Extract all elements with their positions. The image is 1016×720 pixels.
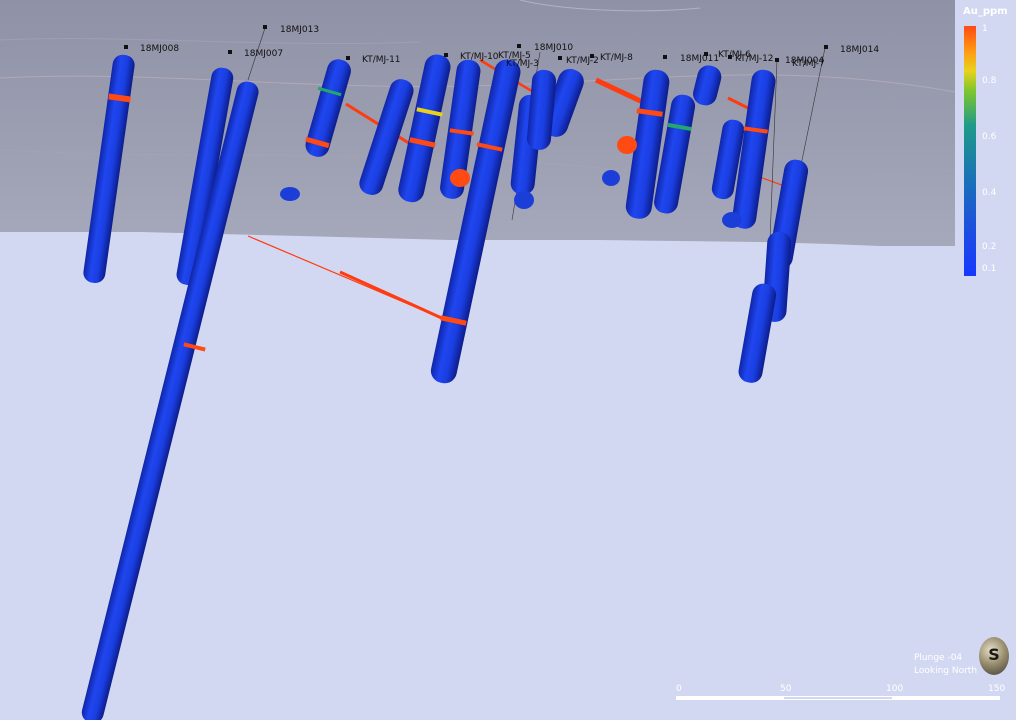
terrain-contour bbox=[519, 0, 701, 12]
label-kt-mj-8: KT/MJ-8 bbox=[600, 53, 633, 63]
label-kt-mj-11: KT/MJ-11 bbox=[362, 55, 401, 65]
legend-tick: 0.6 bbox=[982, 132, 997, 142]
drillhole-kt-mj-5[interactable] bbox=[429, 57, 523, 385]
plunge-text: Plunge -04 bbox=[914, 653, 963, 663]
legend-tick: 0.2 bbox=[982, 242, 997, 252]
drillhole-kt-mj-10[interactable] bbox=[357, 52, 453, 204]
label-18mj007: 18MJ007 bbox=[244, 49, 283, 59]
label-kt-mj-3: KT/MJ-3 bbox=[506, 59, 539, 69]
label-kt-mj-12: KT/MJ-12 bbox=[735, 54, 774, 64]
legend-tick: 0.1 bbox=[982, 264, 997, 274]
drillhole-kt-mj-12[interactable] bbox=[722, 68, 777, 230]
label-kt-mj-10: KT/MJ-10 bbox=[460, 52, 499, 62]
label-18mj004: 18MJ004 bbox=[785, 56, 824, 66]
scale-label: 150 bbox=[988, 684, 1006, 694]
legend-tick: 0.4 bbox=[982, 188, 997, 198]
drillhole-18mj013[interactable] bbox=[80, 79, 261, 720]
label-18mj008: 18MJ008 bbox=[140, 44, 179, 54]
scale-label: 100 bbox=[886, 684, 904, 694]
collar-labels: 18MJ008 18MJ007 18MJ013 KT/MJ-11 KT/MJ-1… bbox=[124, 25, 879, 69]
legend-color-ramp bbox=[964, 26, 976, 276]
scale-segment bbox=[784, 696, 892, 700]
drillhole-18mj014[interactable] bbox=[737, 158, 810, 385]
label-18mj011: 18MJ011 bbox=[680, 54, 719, 64]
drillhole-kt-mj-8[interactable] bbox=[602, 68, 697, 220]
scale-segment bbox=[892, 696, 1000, 700]
label-kt-mj-7: KT/MJ-7 bbox=[792, 59, 825, 69]
scale-segment bbox=[676, 696, 784, 700]
terrain-contour bbox=[0, 149, 956, 181]
color-legend: Au_ppm 1 0.8 0.6 0.4 0.2 0.1 bbox=[960, 4, 1016, 280]
label-18mj014: 18MJ014 bbox=[840, 45, 879, 55]
label-18mj013: 18MJ013 bbox=[280, 25, 319, 35]
view-orientation-info: Plunge -04 Looking North bbox=[914, 652, 977, 678]
drillhole-18mj008[interactable] bbox=[82, 53, 136, 284]
scale-label: 0 bbox=[676, 684, 682, 694]
looking-text: Looking North bbox=[914, 666, 978, 676]
legend-tick: 0.8 bbox=[982, 76, 997, 86]
drillhole-kt-mj-6[interactable] bbox=[691, 63, 746, 201]
compass-icon[interactable]: S bbox=[979, 637, 1009, 675]
legend-tick: 1 bbox=[982, 24, 988, 34]
terrain-contour bbox=[0, 37, 421, 45]
drillhole-kt-mj-2[interactable] bbox=[526, 66, 587, 151]
label-18mj010: 18MJ010 bbox=[534, 43, 573, 53]
scale-bar: 0 50 100 150 bbox=[676, 684, 1006, 704]
drillhole-18mj007[interactable] bbox=[175, 66, 235, 286]
label-kt-mj-2: KT/MJ-2 bbox=[566, 56, 599, 66]
scale-label: 50 bbox=[780, 684, 792, 694]
label-kt-mj-6: KT/MJ-6 bbox=[718, 50, 751, 60]
legend-title: Au_ppm bbox=[963, 6, 1008, 17]
drillholes[interactable] bbox=[80, 52, 810, 720]
label-kt-mj-5: KT/MJ-5 bbox=[498, 51, 531, 61]
drillhole-kt-mj-11[interactable] bbox=[280, 57, 354, 201]
